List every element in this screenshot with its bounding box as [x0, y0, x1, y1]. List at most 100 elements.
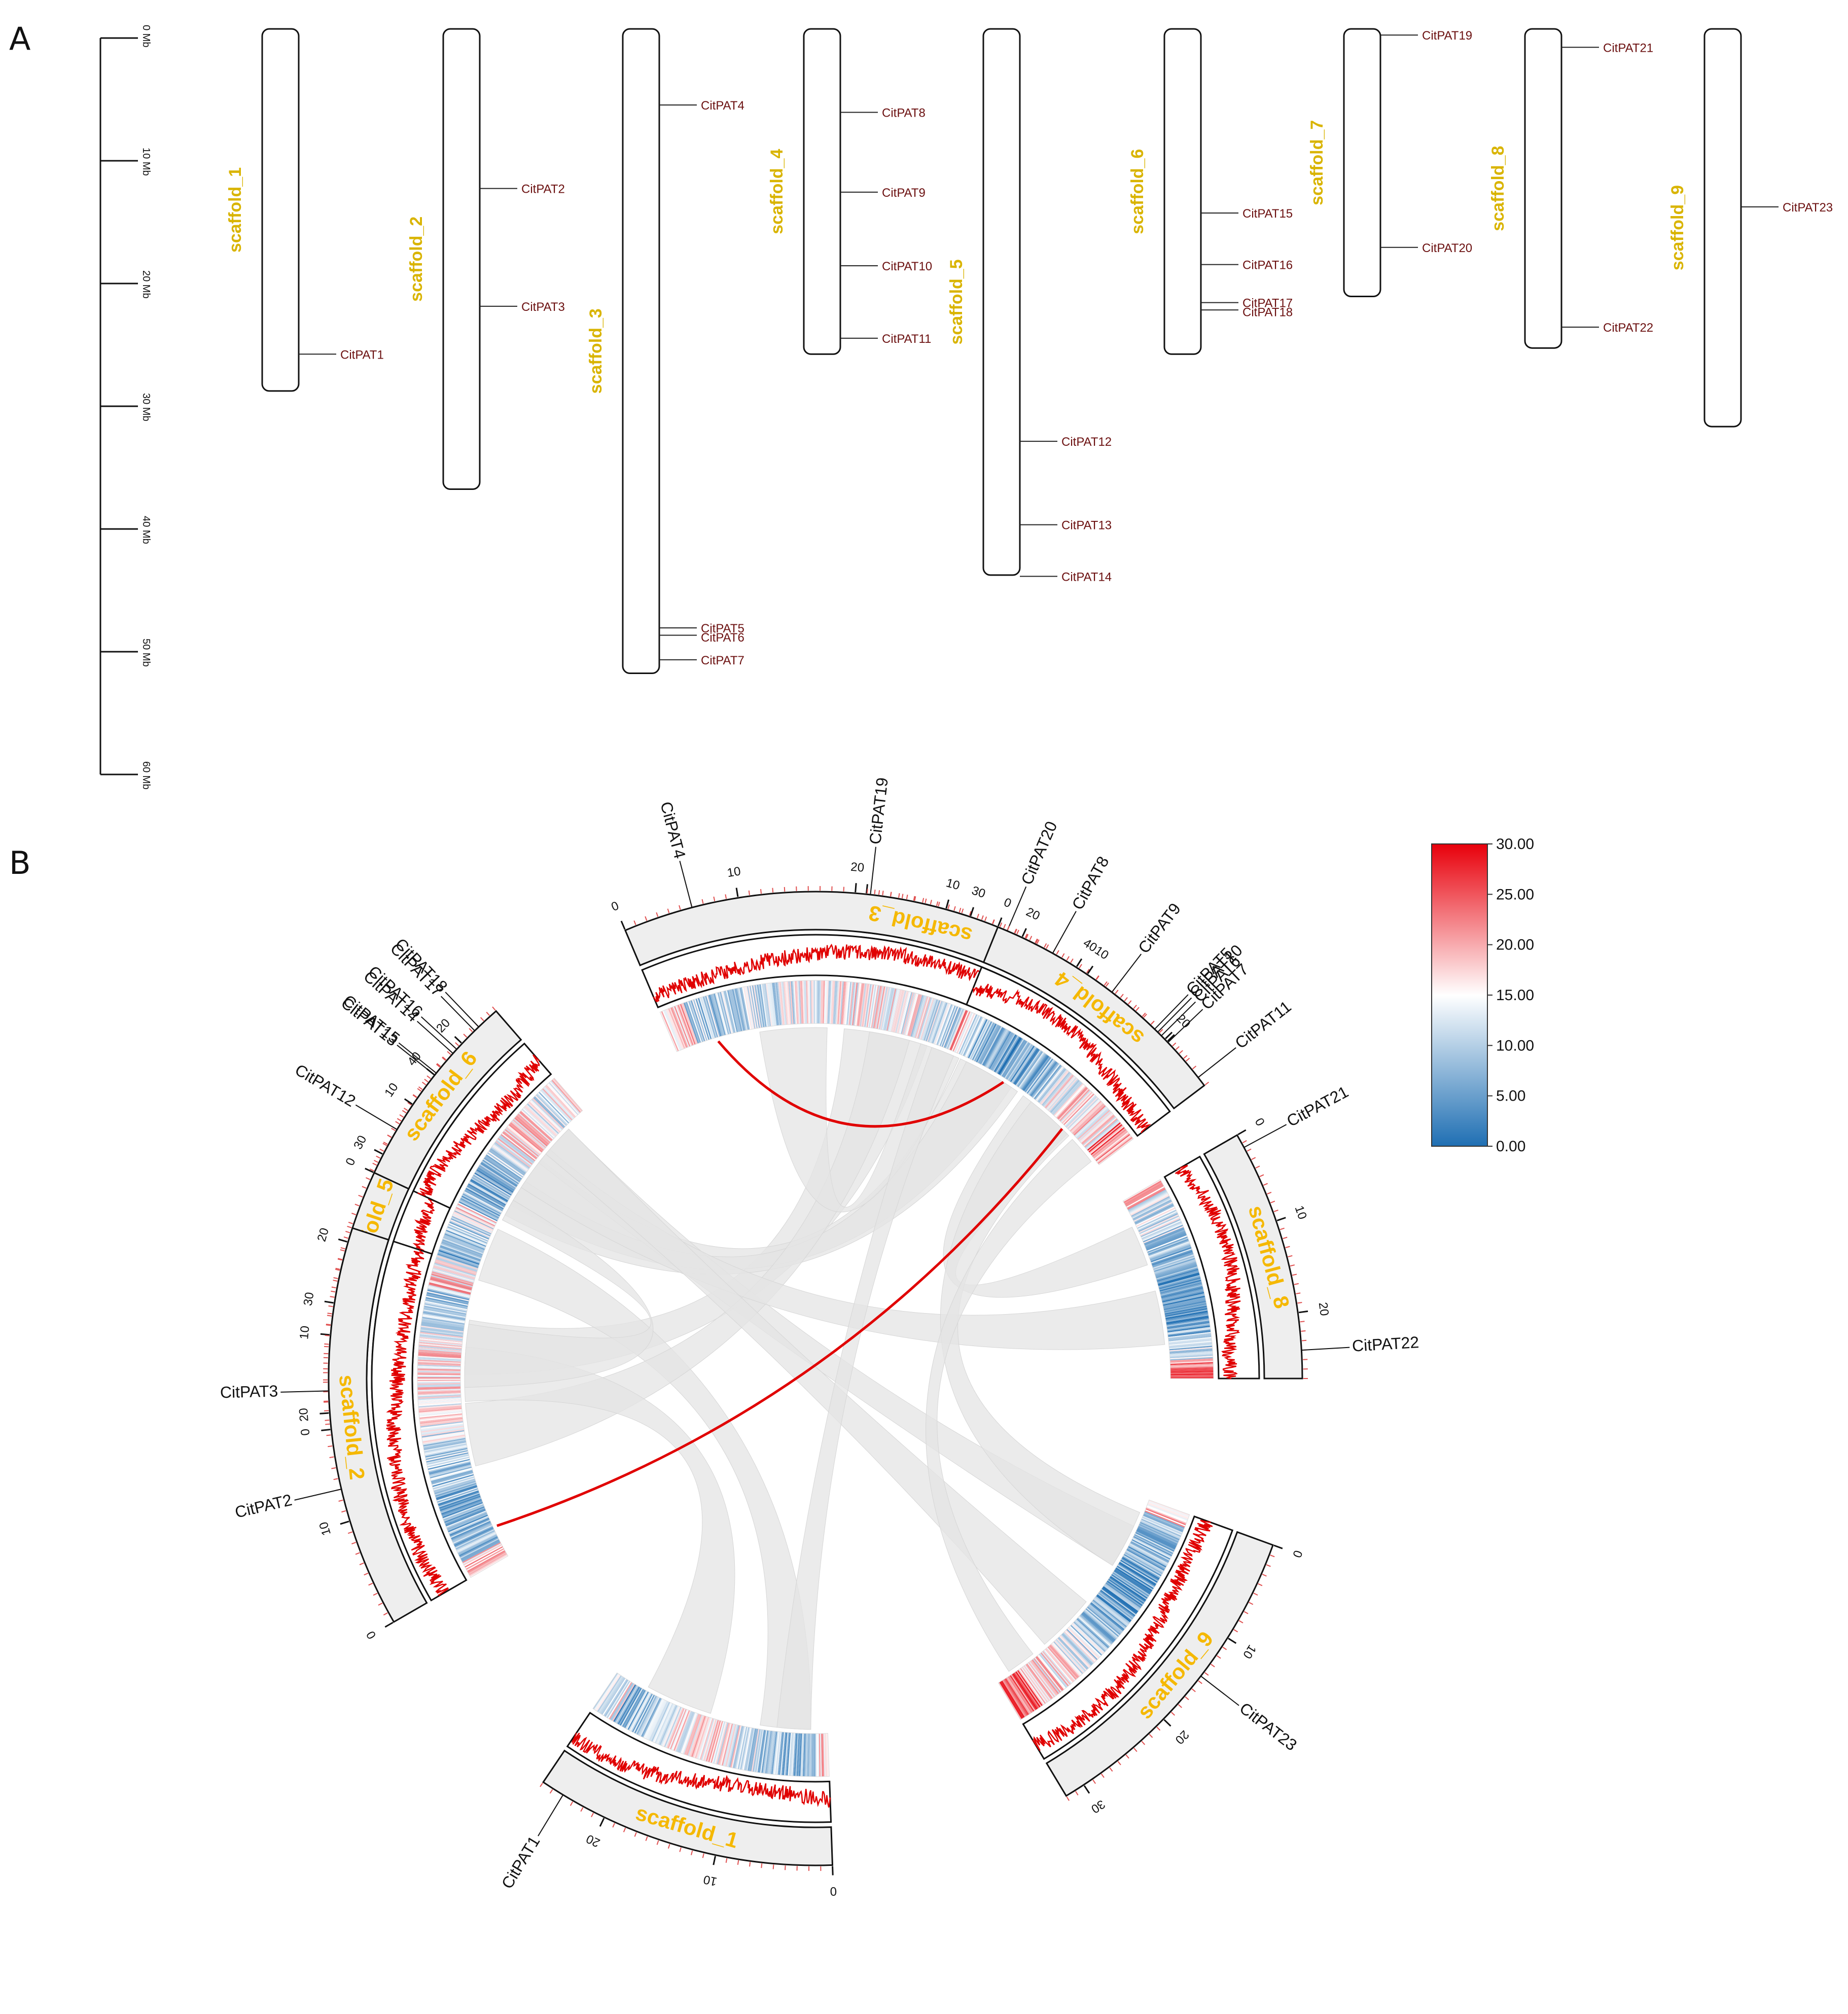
heatmap-bin — [969, 1019, 989, 1059]
scaffold-tick — [898, 893, 900, 898]
heatmap-scaffold_8 — [1122, 1179, 1214, 1379]
heatmap-bin — [483, 1157, 520, 1183]
heatmap-bin — [664, 1707, 682, 1747]
heatmap-bin — [1141, 1518, 1182, 1537]
heatmap-bin — [1133, 1200, 1172, 1221]
heatmap-bin — [925, 1000, 939, 1041]
scaffold-tick — [362, 1186, 367, 1189]
heatmap-bin — [520, 1110, 553, 1141]
synteny-link — [520, 1149, 1165, 1350]
heatmap-bin — [1004, 1678, 1028, 1716]
heatmap-bin — [1005, 1042, 1029, 1079]
heatmap-bin — [419, 1416, 463, 1422]
scaffold-tick — [1179, 1050, 1183, 1054]
heatmap-bin — [799, 980, 803, 1024]
scaffold-tick — [330, 1296, 335, 1298]
heatmap-bin — [455, 1529, 494, 1549]
heatmap-bin — [1004, 1041, 1028, 1079]
heatmap-bin — [436, 1486, 478, 1501]
chromosome-label: scaffold_7 — [1307, 120, 1327, 205]
heatmap-bin — [1090, 1127, 1125, 1155]
heatmap-bin — [512, 1119, 546, 1148]
heatmap-bin — [418, 1402, 461, 1406]
heatmap-bin — [1077, 1109, 1110, 1139]
heatmap-bin — [850, 982, 857, 1026]
heatmap-bin — [490, 1148, 526, 1174]
heatmap-bin — [1146, 1232, 1187, 1250]
heatmap-bin — [417, 1367, 461, 1370]
chromosome-scaffold_5 — [982, 28, 1021, 576]
heatmap-bin — [1169, 1356, 1213, 1360]
heatmap-bin — [417, 1376, 461, 1377]
gene-label: CitPAT11 — [1231, 997, 1294, 1052]
gene-label: CitPAT8 — [882, 107, 926, 120]
heatmap-bin — [722, 991, 734, 1034]
heatmap-bin — [970, 1020, 990, 1059]
heatmap-bin — [417, 1380, 461, 1381]
heatmap-bin — [496, 1139, 532, 1166]
heatmap-bin — [935, 1004, 951, 1045]
heatmap-bin — [430, 1466, 472, 1479]
gene-marker — [1243, 1124, 1287, 1148]
heatmap-bin — [1118, 1563, 1155, 1587]
heatmap-bin — [885, 988, 896, 1031]
heatmap-bin — [417, 1385, 461, 1388]
heatmap-bin — [1103, 1586, 1139, 1612]
heatmap-bin — [822, 1733, 825, 1777]
scaffold-tick-label: 0 — [298, 1428, 312, 1436]
heatmap-bin — [460, 1539, 500, 1560]
scaffold-tick — [1135, 1007, 1140, 1011]
scaffold-tick — [1258, 1583, 1263, 1586]
heatmap-bin — [911, 995, 925, 1037]
heatmap-bin — [654, 1703, 673, 1744]
heatmap-bin — [1121, 1558, 1159, 1581]
heatmap-bin — [978, 1024, 999, 1064]
heatmap-bin — [418, 1344, 462, 1350]
heatmap-bin — [443, 1235, 484, 1252]
heatmap-bin — [1065, 1630, 1097, 1662]
heatmap-bin — [697, 1717, 712, 1759]
heatmap-bin — [1093, 1130, 1128, 1159]
heatmap-bin — [1034, 1065, 1061, 1100]
scaffold-tick — [1133, 1748, 1138, 1752]
heatmap-bin — [1165, 1311, 1208, 1319]
heatmap-bin — [798, 1733, 801, 1777]
chromosome-label: scaffold_1 — [226, 167, 245, 253]
heatmap-bin — [1074, 1620, 1107, 1651]
scaffold-band — [328, 1227, 428, 1623]
heatmap-bin — [1113, 1571, 1150, 1596]
heatmap-bin — [1149, 1500, 1190, 1516]
heatmap-bin — [1143, 1226, 1184, 1244]
heatmap-bin — [730, 1725, 741, 1768]
heatmap-bin — [429, 1281, 472, 1293]
heatmap-bin — [438, 1251, 479, 1266]
heatmap-bin — [1082, 1611, 1116, 1641]
heatmap-bin — [1069, 1100, 1101, 1131]
heatmap-bin — [430, 1278, 472, 1291]
heatmap-bin — [755, 1729, 763, 1773]
heatmap-bin — [1153, 1256, 1195, 1271]
heatmap-bin — [498, 1137, 534, 1164]
heatmap-bin — [471, 1178, 509, 1201]
heatmap-bin — [1147, 1505, 1188, 1522]
heatmap-bin — [448, 1224, 488, 1242]
heatmap-bin — [790, 1733, 794, 1776]
heatmap-bin — [1168, 1339, 1212, 1345]
heatmap-bin — [945, 1007, 962, 1048]
heatmap-bin — [1002, 1040, 1026, 1078]
gene-label: CitPAT12 — [1061, 435, 1112, 449]
heatmap-bin — [1026, 1663, 1053, 1699]
heatmap-bin — [1095, 1596, 1130, 1623]
heatmap-bin — [789, 981, 794, 1024]
heatmap-bin — [516, 1115, 549, 1145]
heatmap-bin — [1170, 1367, 1214, 1370]
heatmap-bin — [473, 1173, 511, 1197]
heatmap-bin — [734, 1726, 744, 1769]
heatmap-bin — [1157, 1271, 1199, 1284]
heatmap-bin — [524, 1106, 557, 1137]
heatmap-bin — [1065, 1096, 1097, 1128]
heatmap-bin — [1166, 1322, 1210, 1329]
heatmap-bin — [433, 1265, 475, 1279]
heatmap-bin — [920, 998, 935, 1040]
